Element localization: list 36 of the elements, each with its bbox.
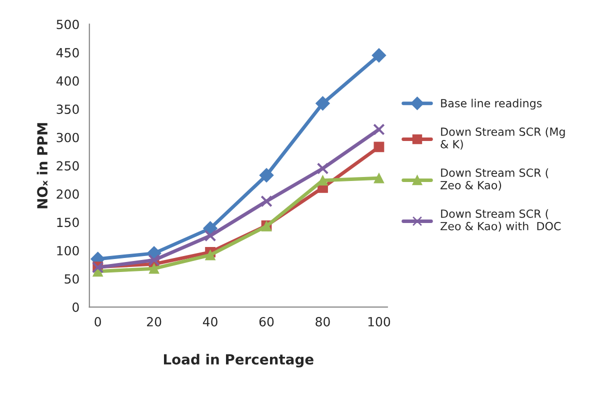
y-tick-label: 150 (57, 218, 79, 228)
point (316, 162, 329, 174)
x-axis-title: Load in Percentage (164, 354, 314, 368)
point (204, 230, 216, 242)
y-tick-label: 300 (56, 132, 79, 142)
x-tick-label: 20 (147, 316, 162, 326)
y-tick-label: 100 (57, 246, 79, 256)
legend-label: Down Stream SCR ( Zeo & Kao) (440, 168, 548, 191)
y-axis-title: NOₓ in PPM (36, 123, 48, 208)
y-tick-label: 350 (56, 104, 79, 114)
point (318, 175, 328, 186)
x-tick-label: 100 (368, 316, 390, 326)
y-tick-label: 500 (56, 20, 79, 30)
x-tick-label: 60 (259, 316, 274, 326)
point (148, 254, 160, 266)
y-tick-label: 400 (56, 76, 79, 86)
x-tick-label: 40 (202, 316, 218, 326)
point (260, 195, 272, 208)
y-tick-label: 0 (72, 302, 79, 312)
point (205, 250, 216, 260)
y-tick-label: 450 (56, 48, 79, 58)
point (259, 168, 274, 182)
y-tick-label: 50 (64, 274, 79, 284)
point (374, 142, 384, 152)
point (148, 263, 160, 274)
y-tick-label: 250 (56, 161, 79, 171)
point (374, 172, 384, 184)
y-tick-label: 200 (56, 189, 79, 199)
point (373, 124, 385, 136)
point (372, 48, 386, 63)
point (316, 96, 330, 111)
legend-label: Base line readings (441, 98, 542, 110)
legend-label: Down Stream SCR (Mg & K) (440, 127, 565, 150)
legend-label: Down Stream SCR ( Zeo & Kao) with DOC (440, 209, 561, 232)
x-tick-label: 80 (316, 316, 330, 326)
x-tick-label: 0 (94, 316, 101, 326)
